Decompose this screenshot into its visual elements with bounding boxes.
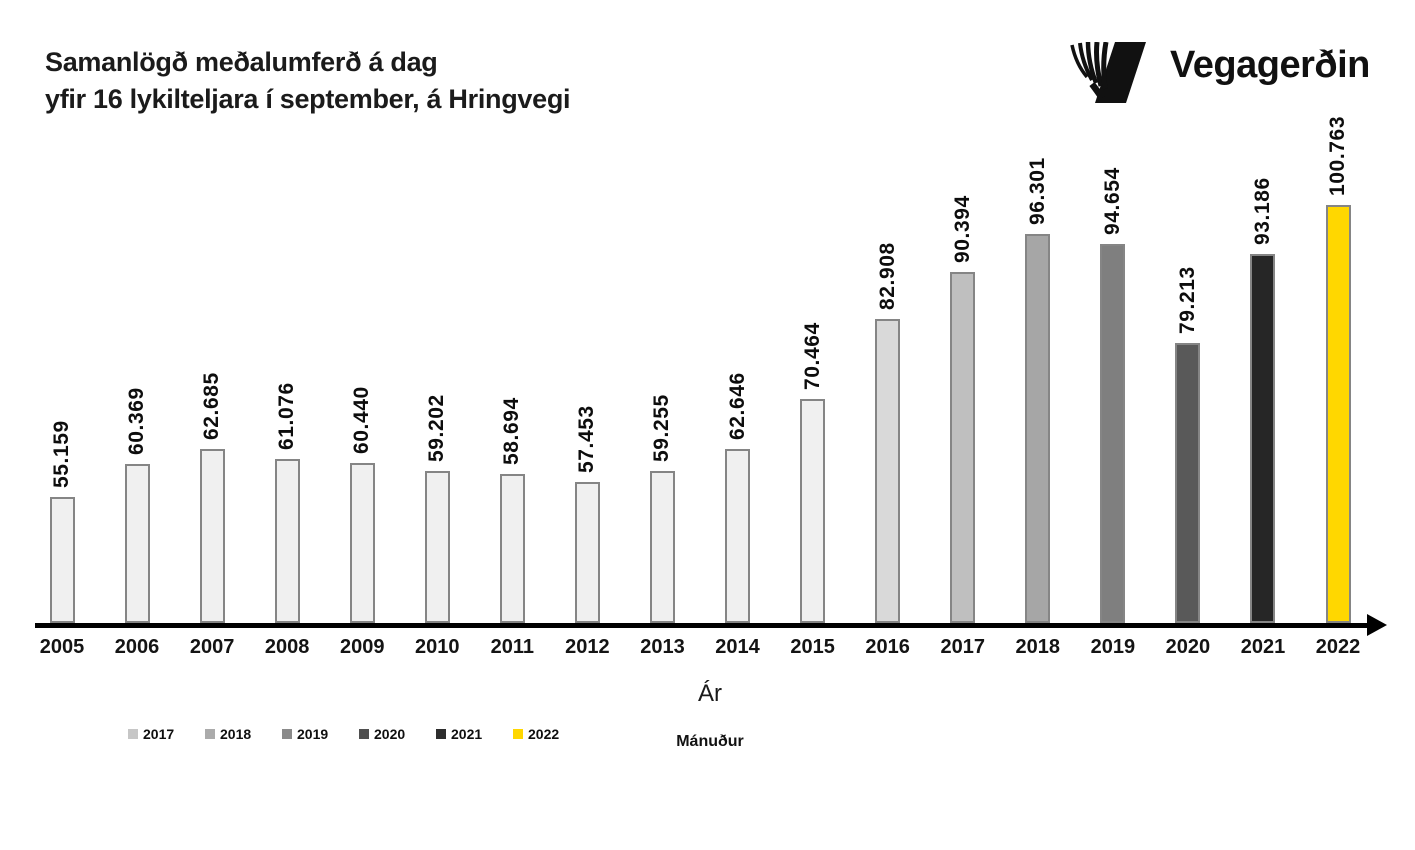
value-label-2009: 60.440	[350, 386, 374, 454]
x-tick-2012: 2012	[565, 636, 610, 658]
x-tick-2016: 2016	[865, 636, 910, 658]
value-label-2014: 62.646	[725, 372, 749, 440]
legend-label-2017: 2017	[143, 726, 175, 742]
bar-2013	[649, 471, 675, 623]
value-label-2008: 61.076	[275, 382, 299, 450]
value-label-2018: 96.301	[1025, 157, 1049, 225]
value-label-2022: 100.763	[1326, 115, 1350, 196]
legend-item-2018: 2018	[205, 726, 282, 742]
chart-legend: 2017 2018 2019 2020 2021 2022	[128, 726, 590, 742]
vegagerdin-logo: Vegagerðin	[1068, 42, 1370, 103]
bar-2006	[124, 464, 150, 623]
legend-label-2018: 2018	[220, 726, 252, 742]
x-tick-2009: 2009	[339, 636, 385, 658]
legend-item-2020: 2020	[359, 726, 436, 742]
legend-swatch-2022	[513, 729, 523, 739]
value-label-2016: 82.908	[875, 242, 899, 310]
x-tick-2017: 2017	[940, 636, 985, 658]
bar-2020	[1175, 343, 1201, 623]
x-tick-2015: 2015	[790, 636, 835, 658]
bar-2022	[1325, 205, 1351, 623]
chart-title: Samanlögð meðalumferð á dag yfir 16 lyki…	[45, 44, 571, 118]
value-label-2007: 62.685	[200, 372, 224, 440]
x-tick-2018: 2018	[1015, 636, 1061, 658]
vegagerdin-v-mark-icon	[1070, 42, 1146, 103]
bar-2008	[274, 459, 300, 623]
bar-2005	[49, 497, 75, 623]
x-axis-arrow-icon	[1367, 614, 1387, 636]
legend-swatch-2019	[282, 729, 292, 739]
legend-item-2019: 2019	[282, 726, 359, 742]
legend-item-2022: 2022	[513, 726, 590, 742]
x-axis-line	[35, 623, 1369, 628]
x-axis-title: Ár	[698, 680, 722, 707]
bar-2019	[1100, 244, 1126, 623]
bar-2014	[725, 449, 751, 623]
value-label-2012: 57.453	[575, 405, 599, 473]
bar-2018	[1025, 234, 1051, 623]
legend-swatch-2017	[128, 729, 138, 739]
x-tick-2019: 2019	[1090, 636, 1136, 658]
value-label-2013: 59.255	[650, 394, 674, 462]
value-label-2017: 90.394	[950, 195, 974, 263]
legend-swatch-2020	[359, 729, 369, 739]
bar-2016	[875, 319, 901, 623]
value-label-2011: 58.694	[500, 397, 524, 465]
legend-swatch-2018	[205, 729, 215, 739]
x-tick-2013: 2013	[640, 636, 685, 658]
bar-2011	[499, 474, 525, 623]
bar-2012	[574, 482, 600, 623]
x-tick-2014: 2014	[715, 636, 760, 658]
bar-2017	[950, 272, 976, 623]
legend-label-2019: 2019	[297, 726, 329, 742]
value-label-2020: 79.213	[1175, 266, 1199, 334]
logo-wordmark: Vegagerðin	[1170, 44, 1370, 86]
value-label-2015: 70.464	[800, 322, 824, 390]
bar-2007	[199, 449, 225, 623]
value-label-2005: 55.159	[50, 420, 73, 488]
x-tick-2021: 2021	[1240, 636, 1286, 658]
x-tick-2006: 2006	[114, 636, 160, 658]
bar-2009	[349, 463, 375, 623]
value-label-2006: 60.369	[125, 387, 149, 455]
x-tick-2011: 2011	[490, 636, 535, 658]
legend-label-2020: 2020	[374, 726, 406, 742]
x-tick-2020: 2020	[1165, 636, 1211, 658]
bar-2021	[1250, 254, 1276, 623]
legend-item-2017: 2017	[128, 726, 205, 742]
bar-2015	[800, 399, 826, 623]
x-tick-2007: 2007	[189, 636, 235, 658]
x-axis-subtitle: Mánuður	[676, 733, 744, 750]
value-label-2019: 94.654	[1100, 167, 1124, 235]
x-tick-2022: 2022	[1315, 636, 1361, 658]
legend-item-2021: 2021	[436, 726, 513, 742]
chart-title-line1: Samanlögð meðalumferð á dag	[45, 47, 438, 77]
x-tick-2008: 2008	[264, 636, 310, 658]
x-tick-2010: 2010	[415, 636, 460, 658]
legend-label-2022: 2022	[528, 726, 560, 742]
bar-2010	[424, 471, 450, 623]
x-tick-2005: 2005	[39, 636, 85, 658]
chart-title-line2: yfir 16 lykilteljara í september, á Hrin…	[45, 84, 571, 114]
legend-swatch-2021	[436, 729, 446, 739]
legend-label-2021: 2021	[451, 726, 483, 742]
value-label-2021: 93.186	[1250, 177, 1274, 245]
value-label-2010: 59.202	[425, 394, 449, 462]
